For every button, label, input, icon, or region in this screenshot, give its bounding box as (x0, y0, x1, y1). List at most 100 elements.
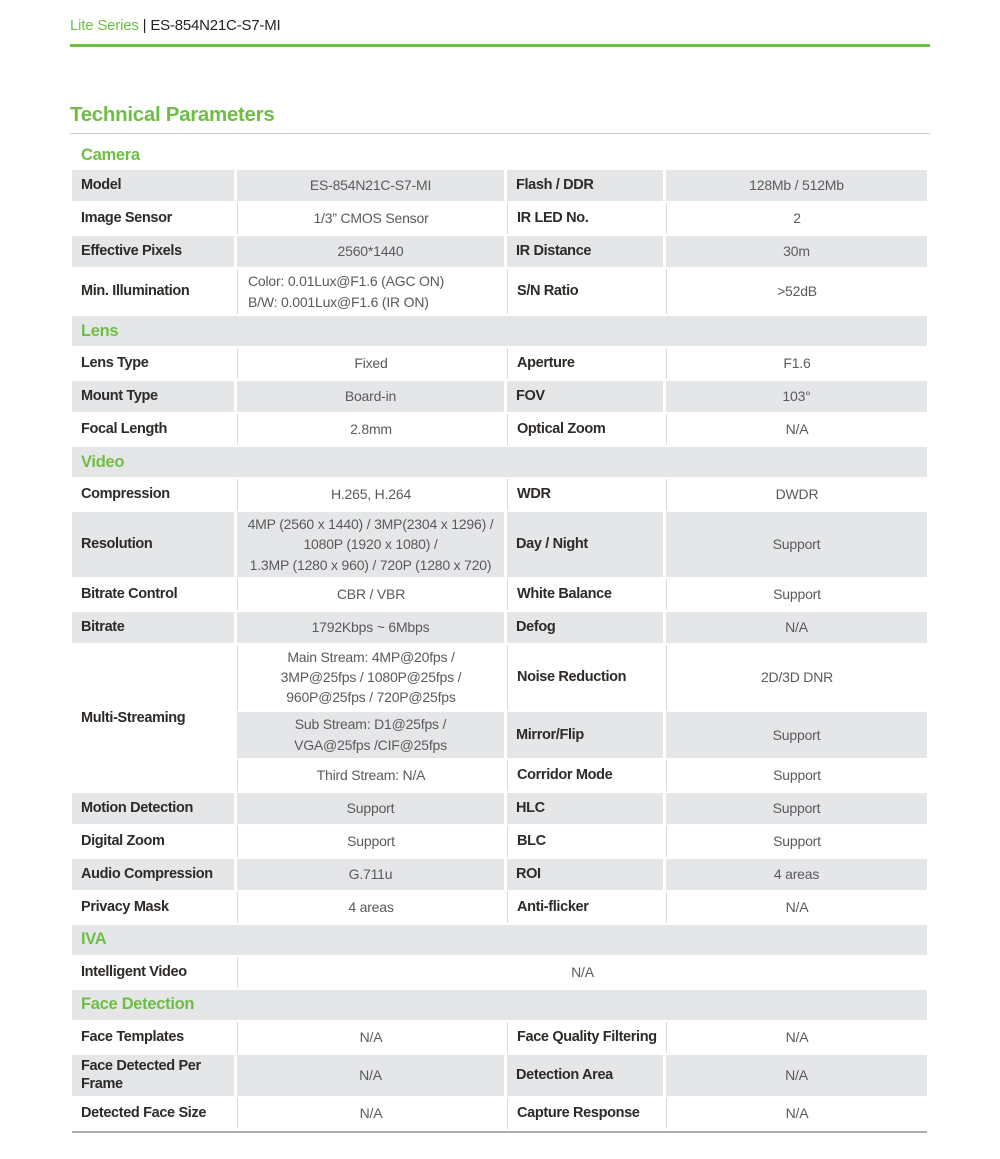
spec-label: Bitrate Control (81, 586, 178, 603)
spec-value-line: 960P@25fps / 720P@25fps (286, 689, 456, 706)
spec-label: Intelligent Video (81, 964, 187, 981)
spec-label: Mirror/Flip (507, 711, 663, 758)
spec-value: N/A (237, 1054, 504, 1096)
spec-label: Day / Night (507, 512, 663, 577)
spec-value-line: 1080P (1920 x 1080) / (303, 536, 438, 553)
spec-value: Support (666, 792, 927, 824)
spec-value-line: 1.3MP (1280 x 960) / 720P (1280 x 720) (249, 556, 492, 573)
section-title-face-detection: Face Detection (72, 989, 927, 1020)
spec-label: Optical Zoom (507, 414, 663, 445)
spec-label: Audio Compression (72, 858, 234, 890)
spec-row: Image Sensor 1/3” CMOS Sensor IR LED No.… (72, 203, 927, 234)
spec-value: 4 areas (666, 858, 927, 890)
spec-value: F1.6 (666, 348, 927, 379)
spec-value: N/A (666, 891, 927, 923)
spec-table: Camera Model ES-854N21C-S7-MI Flash / DD… (69, 140, 930, 1131)
spec-value-line: B/W: 0.001Lux@F1.6 (IR ON) (248, 293, 429, 310)
spec-value: N/A (237, 956, 927, 988)
spec-value-third-stream: Third Stream: N/A (237, 759, 504, 791)
section-header-iva: IVA (72, 924, 927, 955)
section-title-video: Video (72, 447, 927, 477)
spec-row: Compression H.265, H.264 WDR DWDR (72, 479, 927, 510)
spec-value: 2D/3D DNR (666, 644, 927, 710)
spec-label: Resolution (72, 512, 234, 577)
section-header-lens: Lens (72, 316, 927, 346)
spec-value: 4MP (2560 x 1440) / 3MP(2304 x 1296) / 1… (237, 512, 504, 577)
spec-value-line: Color: 0.01Lux@F1.6 (AGC ON) (248, 273, 445, 290)
spec-row: Effective Pixels 2560*1440 IR Distance 3… (72, 236, 927, 267)
spec-label: FOV (507, 381, 663, 412)
spec-value: G.711u (237, 858, 504, 890)
spec-value: CBR / VBR (237, 578, 504, 610)
spec-value: ES-854N21C-S7-MI (237, 170, 504, 201)
spec-row: Model ES-854N21C-S7-MI Flash / DDR 128Mb… (72, 170, 927, 201)
spec-value-line: VGA@25fps /CIF@25fps (294, 736, 447, 753)
header-rule (70, 44, 930, 47)
spec-value: 103° (666, 381, 927, 412)
spec-row: Multi-Streaming Main Stream: 4MP@20fps /… (72, 644, 927, 726)
section-header-video: Video (72, 447, 927, 477)
spec-label-multi-streaming: Multi-Streaming (81, 709, 186, 726)
spec-label: Aperture (507, 348, 663, 379)
spec-value: N/A (666, 1054, 927, 1096)
spec-row: Motion Detection Support HLC Support (72, 792, 927, 824)
section-header-camera: Camera (72, 142, 927, 168)
spec-label: Digital Zoom (81, 833, 165, 850)
spec-label: IR Distance (507, 236, 663, 267)
spec-value: N/A (237, 1021, 504, 1053)
spec-value: 4 areas (237, 891, 504, 923)
spec-value: 128Mb / 512Mb (666, 170, 927, 201)
section-title-lens: Lens (72, 316, 927, 346)
spec-value: Support (237, 825, 504, 857)
spec-value: Color: 0.01Lux@F1.6 (AGC ON) B/W: 0.001L… (237, 269, 504, 314)
spec-label: S/N Ratio (507, 269, 663, 314)
spec-value-line: Sub Stream: D1@25fps / (294, 716, 447, 733)
spec-value-main-stream: Main Stream: 4MP@20fps / 3MP@25fps / 108… (237, 644, 504, 710)
spec-value: 2.8mm (237, 414, 504, 445)
doc-header: Lite Series | ES-854N21C-S7-MI (70, 16, 930, 44)
spec-row: Min. Illumination Color: 0.01Lux@F1.6 (A… (72, 269, 927, 314)
spec-row: Bitrate Control CBR / VBR White Balance … (72, 578, 927, 610)
spec-label: Privacy Mask (81, 899, 169, 916)
spec-label: BLC (507, 825, 663, 857)
spec-value: Support (237, 792, 504, 824)
spec-value: 1792Kbps ~ 6Mbps (237, 611, 504, 643)
spec-row: Bitrate 1792Kbps ~ 6Mbps Defog N/A (72, 611, 927, 643)
spec-row: Third Stream: N/A Corridor Mode Support (72, 759, 927, 791)
spec-row: Lens Type Fixed Aperture F1.6 (72, 348, 927, 379)
spec-label: Face Templates (81, 1029, 184, 1046)
spec-value: Support (666, 711, 927, 758)
section-title-camera: Camera (72, 142, 927, 168)
spec-value: N/A (666, 1097, 927, 1129)
section-header-face-detection: Face Detection (72, 989, 927, 1020)
spec-row: Sub Stream: D1@25fps / VGA@25fps /CIF@25… (72, 711, 927, 758)
spec-row: Mount Type Board-in FOV 103° (72, 381, 927, 412)
spec-row: Privacy Mask 4 areas Anti-flicker N/A (72, 891, 927, 923)
spec-label: Motion Detection (72, 792, 234, 824)
spec-value-line: 4MP (2560 x 1440) / 3MP(2304 x 1296) / (247, 516, 494, 532)
spec-label: WDR (507, 479, 663, 510)
spec-label: Compression (81, 486, 170, 503)
spec-value: N/A (666, 611, 927, 643)
header-divider: | (142, 17, 147, 34)
spec-label: Focal Length (81, 421, 168, 438)
doc-header-line: Lite Series | ES-854N21C-S7-MI (70, 16, 930, 44)
spec-label: Detection Area (507, 1054, 663, 1096)
spec-label: Image Sensor (81, 210, 172, 227)
spec-row: Face Templates N/A Face Quality Filterin… (72, 1021, 927, 1053)
spec-label: Lens Type (81, 355, 149, 372)
spec-value: Support (666, 759, 927, 791)
spec-label: Corridor Mode (507, 759, 663, 791)
model-number: ES-854N21C-S7-MI (150, 17, 281, 34)
spec-value: N/A (666, 414, 927, 445)
spec-value: DWDR (666, 479, 927, 510)
section-title-iva: IVA (72, 924, 927, 955)
spec-label: Model (72, 170, 234, 201)
spec-value: Support (666, 825, 927, 857)
spec-label: IR LED No. (507, 203, 663, 234)
spec-row: Detected Face Size N/A Capture Response … (72, 1097, 927, 1129)
spec-row: Digital Zoom Support BLC Support (72, 825, 927, 857)
spec-row: Focal Length 2.8mm Optical Zoom N/A (72, 414, 927, 445)
spec-label: Anti-flicker (507, 891, 663, 923)
spec-value: Support (666, 578, 927, 610)
